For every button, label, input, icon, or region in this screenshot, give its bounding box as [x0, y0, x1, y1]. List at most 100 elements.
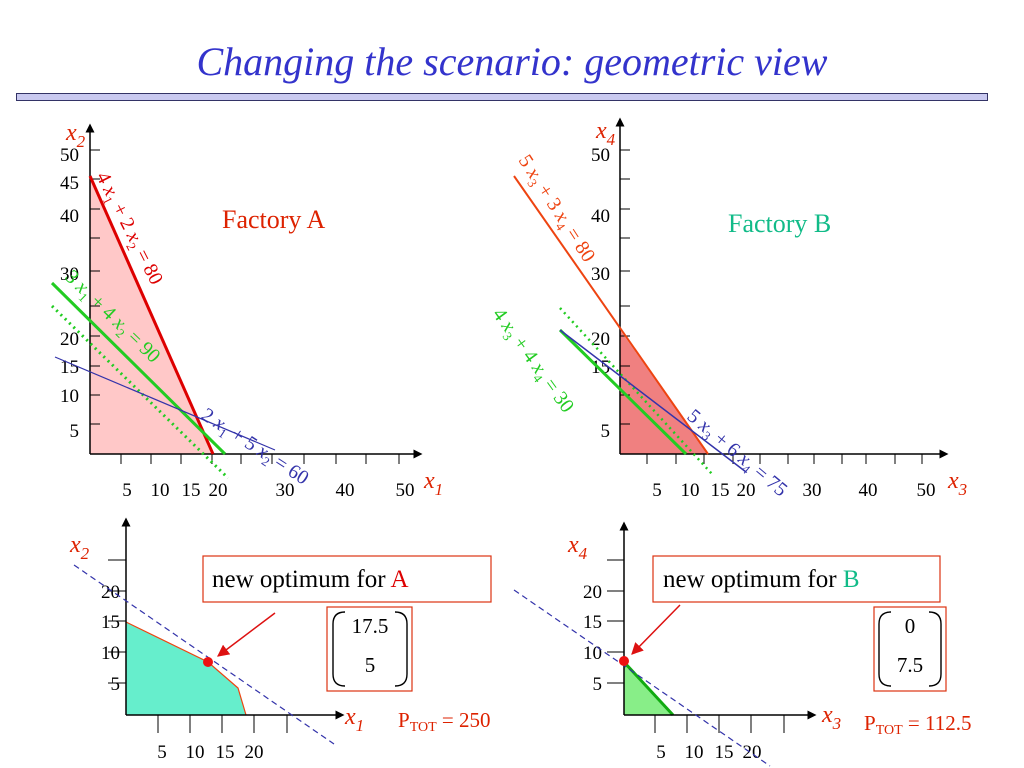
zoom-b-x-tick-15: 15 [715, 742, 734, 763]
zoom-b-x-tick-10: 10 [685, 742, 704, 763]
zoom-a-optimum-x: 17.5 [352, 614, 389, 638]
zoom-a-x-tick-5: 5 [157, 742, 167, 763]
zoom-b-optimum-x: 0 [905, 614, 916, 638]
factory-a-y-tick-15: 15 [60, 357, 79, 378]
factory-a-y-tick-45: 45 [60, 173, 79, 194]
zoom-a-x-axis-label: x1 [344, 704, 364, 735]
zoom-a-y-tick-5: 5 [111, 674, 121, 695]
title-divider [16, 93, 988, 101]
factory-b-constraint-line-2-shifted [559, 307, 713, 475]
factory-a-constraint-label-2: 3 x1 + 4 x2 = 90 [58, 266, 164, 370]
zoom-a-total-profit: PTOT = 250 [398, 708, 491, 735]
factory-a-constraint-line-1 [88, 175, 215, 455]
factory-a-y-tick-10: 10 [60, 386, 79, 407]
zoom-a-objective-line [73, 564, 335, 745]
factory-a-x-tick-30: 30 [276, 480, 295, 501]
factory-a-constraint-line-2-shifted [50, 304, 230, 480]
factory-a-x-axis-label: x1 [423, 468, 443, 499]
zoom-b-callout-arrow [631, 604, 681, 655]
factory-b-x-tick-40: 40 [859, 480, 878, 501]
factory-a-x-tick-5: 5 [122, 480, 132, 501]
zoom-b-y-tick-5: 5 [593, 674, 603, 695]
zoom-a-x-tick-15: 15 [216, 742, 235, 763]
zoom-b-optimum-box [873, 606, 947, 692]
factory-a-y-tick-20: 20 [60, 329, 79, 350]
zoom-a-y-axis-label: x2 [69, 532, 90, 563]
zoom-b-objective-line [513, 589, 771, 767]
factory-a-y-tick-40: 40 [60, 206, 79, 227]
factory-a-title: Factory A [222, 205, 325, 234]
factory-a-y-tick-marks [90, 149, 100, 425]
zoom-b-optimum-point [619, 656, 629, 666]
zoom-a-tick-marks [108, 559, 288, 733]
zoom-b-panel: 5 10 15 20 5 10 15 20 x4 x3 new optimum … [513, 521, 971, 767]
zoom-b-callout-text: new optimum for B [663, 566, 860, 593]
factory-b-constraint-label-2: 4 x3 + 4 x4 = 30 [486, 304, 579, 418]
zoom-a-x-tick-10: 10 [186, 742, 205, 763]
zoom-a-optimum-point [203, 657, 213, 667]
zoom-b-callout-box [652, 555, 941, 603]
zoom-b-tick-marks [607, 559, 785, 733]
factory-b-y-tick-5: 5 [601, 421, 611, 442]
factory-b-panel: 5 15 20 30 40 50 5 10 15 20 30 40 50 x4 … [486, 117, 967, 501]
zoom-a-callout-text: new optimum for A [212, 566, 409, 593]
factory-b-x-tick-marks [646, 454, 923, 464]
factory-b-title: Factory B [728, 209, 831, 238]
factory-b-x-tick-30: 30 [803, 480, 822, 501]
zoom-a-left-paren [332, 611, 346, 687]
zoom-a-optimum-box [326, 606, 413, 692]
zoom-b-x-tick-5: 5 [656, 742, 666, 763]
factory-a-constraint-line-3 [54, 356, 276, 451]
factory-a-y-tick-30: 30 [60, 264, 79, 285]
factory-a-panel: 5 10 15 20 30 40 45 50 5 10 15 20 30 40 … [50, 120, 443, 501]
zoom-b-y-tick-15: 15 [583, 612, 602, 633]
factory-b-y-tick-20: 20 [591, 329, 610, 350]
factory-b-constraint-line-3 [559, 329, 747, 473]
zoom-a-optimum-y: 5 [365, 653, 376, 677]
factory-a-constraint-line-2 [50, 281, 227, 456]
zoom-a-callout-arrow [217, 612, 276, 657]
factory-b-y-tick-30: 30 [591, 264, 610, 285]
factory-a-x-tick-10: 10 [151, 480, 170, 501]
zoom-a-panel: 5 10 15 20 5 10 15 20 x2 x1 new optimum … [69, 517, 492, 763]
factory-a-constraint-label-3: 2 x1 + 5 x2 = 60 [196, 404, 313, 492]
zoom-b-x-tick-20: 20 [743, 742, 762, 763]
factory-b-x-tick-10: 10 [681, 480, 700, 501]
zoom-a-callout-box [202, 555, 492, 603]
factory-a-x-tick-20: 20 [209, 480, 228, 501]
zoom-a-x-tick-20: 20 [245, 742, 264, 763]
zoom-b-optimum-y: 7.5 [897, 653, 923, 677]
zoom-a-region-boundary [125, 621, 247, 716]
factory-b-x-tick-50: 50 [917, 480, 936, 501]
factory-a-x-tick-50: 50 [396, 480, 415, 501]
factory-a-y-axis-label: x2 [65, 120, 86, 151]
zoom-a-feasible-region [126, 622, 246, 715]
factory-b-x-tick-20: 20 [737, 480, 756, 501]
zoom-a-right-paren [394, 611, 408, 687]
factory-a-y-tick-5: 5 [70, 421, 80, 442]
zoom-a-y-tick-20: 20 [101, 582, 120, 603]
zoom-a-y-tick-15: 15 [101, 612, 120, 633]
zoom-b-right-paren [928, 611, 942, 687]
factory-b-constraint-label-1: 5 x3 + 3 x4 = 80 [511, 151, 599, 268]
zoom-b-left-paren [878, 611, 892, 687]
factory-b-y-tick-50: 50 [591, 145, 610, 166]
factory-b-x-tick-15: 15 [711, 480, 730, 501]
factory-b-x-tick-5: 5 [652, 480, 662, 501]
factory-b-constraint-line-1 [513, 175, 709, 455]
zoom-b-y-axis-label: x4 [567, 532, 588, 563]
factory-a-x-tick-15: 15 [182, 480, 201, 501]
zoom-b-total-profit: PTOT = 112.5 [864, 711, 971, 738]
factory-b-y-axis-label: x4 [595, 118, 616, 149]
factory-a-x-tick-40: 40 [336, 480, 355, 501]
factory-b-constraint-line-2 [558, 328, 688, 456]
zoom-b-y-tick-10: 10 [583, 643, 602, 664]
zoom-a-y-tick-10: 10 [101, 643, 120, 664]
factory-b-x-axis-label: x3 [947, 468, 967, 499]
factory-b-y-tick-40: 40 [591, 206, 610, 227]
zoom-b-y-tick-20: 20 [583, 582, 602, 603]
factory-a-y-tick-50: 50 [60, 145, 79, 166]
slide-title: Changing the scenario: geometric view [196, 39, 828, 84]
zoom-b-x-axis-label: x3 [821, 702, 841, 733]
